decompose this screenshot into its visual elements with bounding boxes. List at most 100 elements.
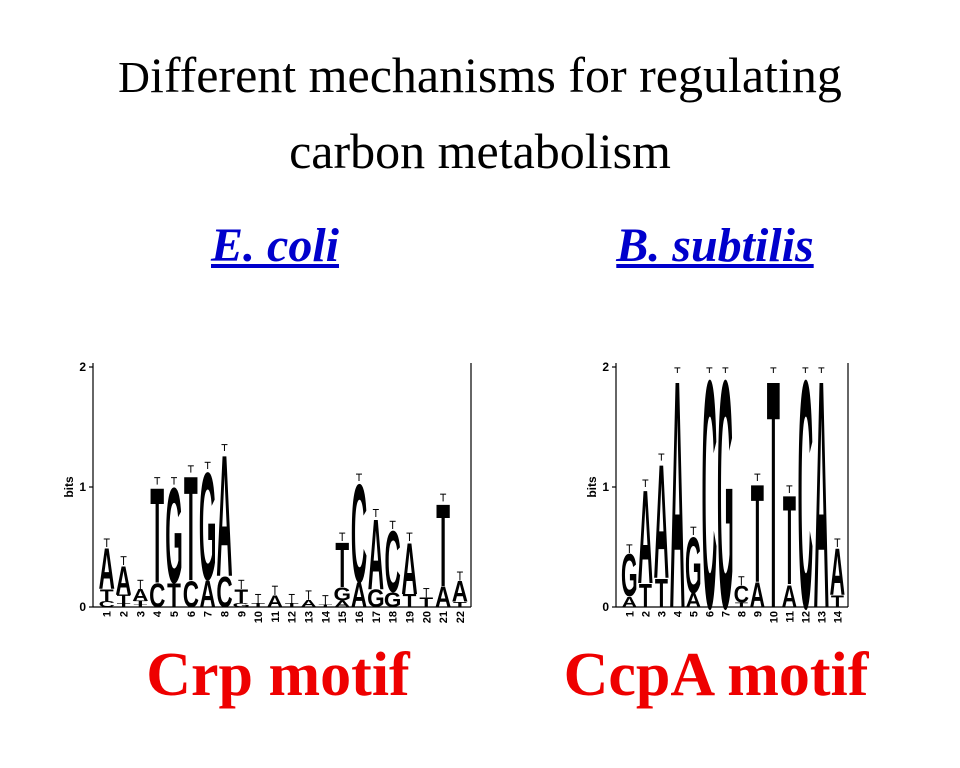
logo-letter: A [435,580,451,614]
crp-motif-label: Crp motif [146,641,410,709]
y-tick-label: 2 [602,360,609,374]
logo-letter: G [333,584,351,605]
logo-letter: T [436,479,450,611]
logo-letter: A [670,312,685,676]
logo-letter: T [419,595,434,610]
logo-letter: A [351,576,367,615]
position-label: 20 [421,611,433,623]
position-label: 3 [135,611,147,617]
logo-letter: C [149,578,165,616]
position-label: 11 [784,611,796,623]
y-tick-label: 0 [79,600,86,614]
position-label: 9 [236,611,248,617]
position-label: 15 [337,611,349,623]
logo-letter: T [184,444,198,612]
logo-letter: A [814,312,829,676]
logo-letter: T [318,604,332,608]
logo-letter: A [452,575,468,609]
logo-letter: A [300,598,317,609]
logo-letter: A [782,579,797,614]
position-label: 7 [203,611,215,617]
position-label: 21 [438,611,450,623]
logo-letter: G [621,542,638,610]
logo-letter: T [735,602,749,609]
slide-title-line-2: carbon metabolism [289,123,671,179]
y-tick-label: 1 [79,480,86,494]
logo-letter: G [384,587,402,612]
position-label: 18 [388,611,400,623]
logo-letter: G [233,603,251,609]
slide-title-line-1: Different mechanisms for regulating [0,46,960,107]
logo-letter: G [717,312,734,676]
logo-letter: A [401,528,417,610]
position-label: 5 [688,611,700,617]
logo-letter: C [216,569,232,617]
logo-letter: C [183,573,199,615]
y-tick-label: 0 [602,600,609,614]
position-label: 16 [354,611,366,623]
logo-letter: A [750,577,765,616]
logo-letter: A [622,593,637,610]
y-tick-label: 2 [79,360,86,374]
logo-letter: T [117,602,131,608]
position-label: 17 [371,611,383,623]
logo-letter: C [351,456,367,612]
position-label: 12 [287,611,299,623]
logo-letter: T [251,603,265,609]
logo-letter: C [798,312,813,676]
logo-letter: T [767,312,780,676]
position-label: 10 [253,611,265,623]
logo-letter: T [117,592,131,605]
position-label: 4 [672,610,684,617]
logo-letter: G [165,460,183,612]
organism-link-bsubtilis[interactable]: B. subtilis [616,219,814,272]
title-initial: D [118,53,150,102]
logo-letter: T [133,604,147,608]
position-label: 5 [169,611,181,617]
logo-letter: T [100,587,114,606]
position-label: 13 [816,611,828,623]
logo-letter: A [99,538,115,603]
logo-letter: T [655,571,668,616]
logo-letter: G [367,585,385,613]
logo-letter: A [686,590,701,612]
position-label: 22 [455,611,467,623]
logo-letter: T [335,530,349,602]
logo-letter: T [150,460,164,612]
organism-link-ecoli[interactable]: E. coli [211,219,339,272]
logo-letter: A [368,499,384,611]
logo-letter: A [132,586,149,605]
logo-letter: A [200,573,216,616]
logo-letter: C [385,515,401,611]
logo-letter: T [453,600,468,608]
logo-letter: T [403,591,417,612]
logo-letter: A [216,420,232,614]
title-rest: ifferent mechanisms for regulating [149,47,842,103]
logo-letter: T [133,600,147,606]
position-label: 12 [800,611,812,623]
position-label: 13 [304,611,316,623]
ccpa-motif-label: CcpA motif [563,641,869,709]
position-label: 2 [119,611,131,617]
position-label: 6 [186,611,198,617]
logo-letter: T [831,593,844,611]
position-label: 7 [720,611,732,617]
position-label: 8 [219,611,231,617]
position-label: 8 [736,611,748,617]
position-label: 2 [640,611,652,617]
position-label: 3 [656,611,668,617]
position-label: 10 [768,611,780,623]
logo-letter: C [734,581,749,608]
position-label: 9 [752,611,764,617]
logo-letter: A [830,534,845,609]
position-label: 1 [624,611,636,617]
logo-letter: G [685,522,702,611]
logo-letter: A [334,598,350,609]
position-label: 14 [832,610,844,623]
position-label: 14 [320,610,332,623]
logo-letter: G [199,442,217,613]
logo-letter: A [654,430,669,612]
